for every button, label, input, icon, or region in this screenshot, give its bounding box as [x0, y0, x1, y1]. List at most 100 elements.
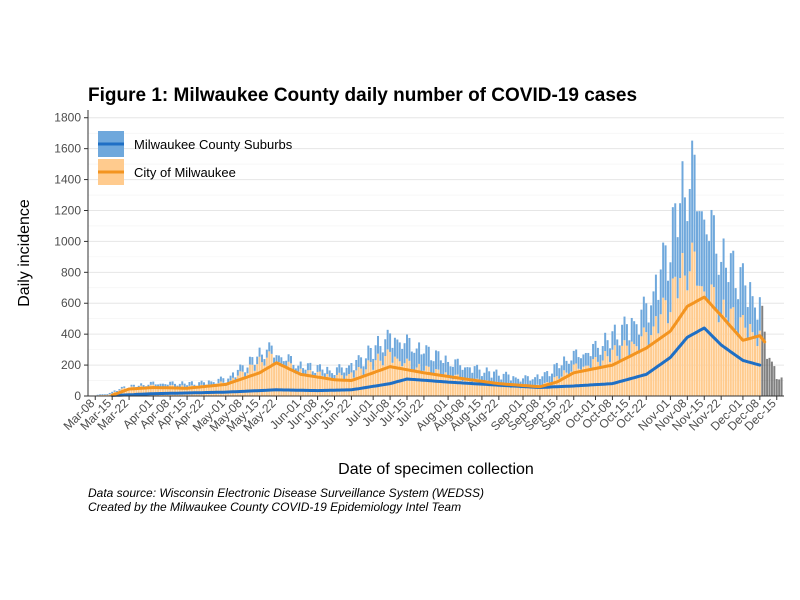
- bar-city: [277, 361, 280, 396]
- bar-city: [478, 381, 481, 396]
- bar-city: [488, 382, 491, 396]
- bar-city: [261, 362, 263, 396]
- bar-city: [524, 385, 527, 396]
- bar-suburbs: [683, 197, 686, 276]
- bar-city: [362, 374, 365, 396]
- bar-city: [505, 383, 508, 396]
- bar-suburbs: [565, 360, 568, 373]
- bar-suburbs: [488, 371, 491, 383]
- bar-suburbs: [681, 161, 684, 253]
- bar-suburbs: [285, 360, 288, 367]
- bar-suburbs: [616, 339, 619, 356]
- bar-city: [323, 378, 326, 396]
- bar-city: [335, 374, 338, 396]
- bar-city: [734, 330, 737, 396]
- bar-suburbs: [715, 253, 718, 310]
- bar-city: [135, 388, 138, 396]
- bar-city: [314, 378, 317, 396]
- bar-city: [712, 287, 715, 396]
- bar-suburbs: [319, 364, 321, 372]
- bar-suburbs: [466, 367, 469, 380]
- bar-suburbs: [239, 364, 242, 372]
- bar-city: [275, 361, 278, 396]
- bar-suburbs: [246, 367, 249, 374]
- bar-suburbs: [120, 386, 123, 389]
- bar-suburbs: [282, 361, 285, 368]
- bar-suburbs: [154, 384, 157, 387]
- bar-suburbs: [277, 355, 280, 362]
- y-tick-label: 600: [61, 296, 81, 310]
- bar-city: [161, 386, 164, 396]
- bar-city: [227, 382, 230, 396]
- bar-city: [108, 394, 111, 396]
- bar-city: [688, 271, 691, 396]
- bar-city: [727, 326, 730, 396]
- bar-suburbs: [178, 383, 181, 388]
- bar-city: [468, 379, 471, 396]
- bar-suburbs: [534, 377, 537, 387]
- bar-city: [616, 355, 619, 396]
- bar-city: [592, 359, 595, 396]
- bar-city: [406, 358, 408, 396]
- bar-suburbs: [222, 378, 225, 383]
- bar-city: [659, 314, 662, 396]
- bar-city: [222, 382, 225, 396]
- bar-city: [681, 252, 684, 396]
- bar-suburbs: [340, 367, 343, 376]
- bar-suburbs: [130, 384, 133, 387]
- bar-suburbs: [442, 363, 445, 377]
- bar-city: [546, 382, 549, 396]
- bar-city: [302, 373, 305, 396]
- bar-city: [447, 376, 450, 396]
- bar-city: [476, 378, 479, 396]
- bar-city: [415, 367, 418, 396]
- bar-city: [442, 376, 445, 396]
- bar-city: [145, 388, 147, 396]
- bar-suburbs: [449, 366, 452, 379]
- bar-suburbs: [635, 324, 638, 347]
- bar-city: [297, 371, 300, 396]
- bar-city: [379, 360, 382, 396]
- bar-suburbs: [710, 209, 713, 285]
- bar-suburbs: [311, 371, 314, 377]
- bar-suburbs: [596, 347, 599, 362]
- bar-suburbs: [99, 394, 102, 396]
- bar-suburbs: [676, 237, 679, 299]
- bar-suburbs: [623, 316, 626, 341]
- bar-city: [432, 375, 435, 396]
- bar-suburbs: [227, 378, 230, 383]
- bar-city: [210, 385, 213, 396]
- bar-city: [128, 388, 131, 396]
- bar-city: [625, 345, 628, 396]
- city-bars: [96, 242, 761, 396]
- bar-city: [534, 386, 537, 396]
- bar-city: [422, 370, 425, 396]
- bar-suburbs: [507, 374, 510, 385]
- bar-city: [703, 291, 706, 396]
- bar-city: [570, 371, 573, 396]
- bar-city: [241, 371, 244, 396]
- bar-city: [662, 297, 665, 396]
- bar-suburbs: [664, 245, 667, 301]
- suburbs-trend-line: [110, 326, 762, 397]
- bar-suburbs: [548, 376, 551, 385]
- bar-city: [490, 386, 493, 396]
- bar-suburbs: [589, 356, 592, 368]
- bar-suburbs: [483, 372, 486, 384]
- bar-suburbs: [567, 363, 570, 375]
- bar-suburbs: [229, 375, 232, 381]
- bar-city: [159, 386, 162, 396]
- bar-suburbs: [531, 379, 534, 388]
- bar-suburbs: [384, 339, 387, 357]
- bar-suburbs: [693, 154, 696, 252]
- bar-city: [285, 366, 288, 396]
- bar-suburbs: [152, 381, 155, 385]
- bar-city: [529, 387, 532, 396]
- bar-suburbs: [333, 375, 336, 381]
- legend: Milwaukee County Suburbs City of Milwauk…: [98, 131, 293, 185]
- bar-greyed: [780, 377, 783, 396]
- bar-suburbs: [106, 394, 109, 395]
- y-tick-label: 1000: [54, 234, 81, 248]
- legend-label-city: City of Milwaukee: [134, 165, 236, 180]
- bar-suburbs: [686, 221, 689, 291]
